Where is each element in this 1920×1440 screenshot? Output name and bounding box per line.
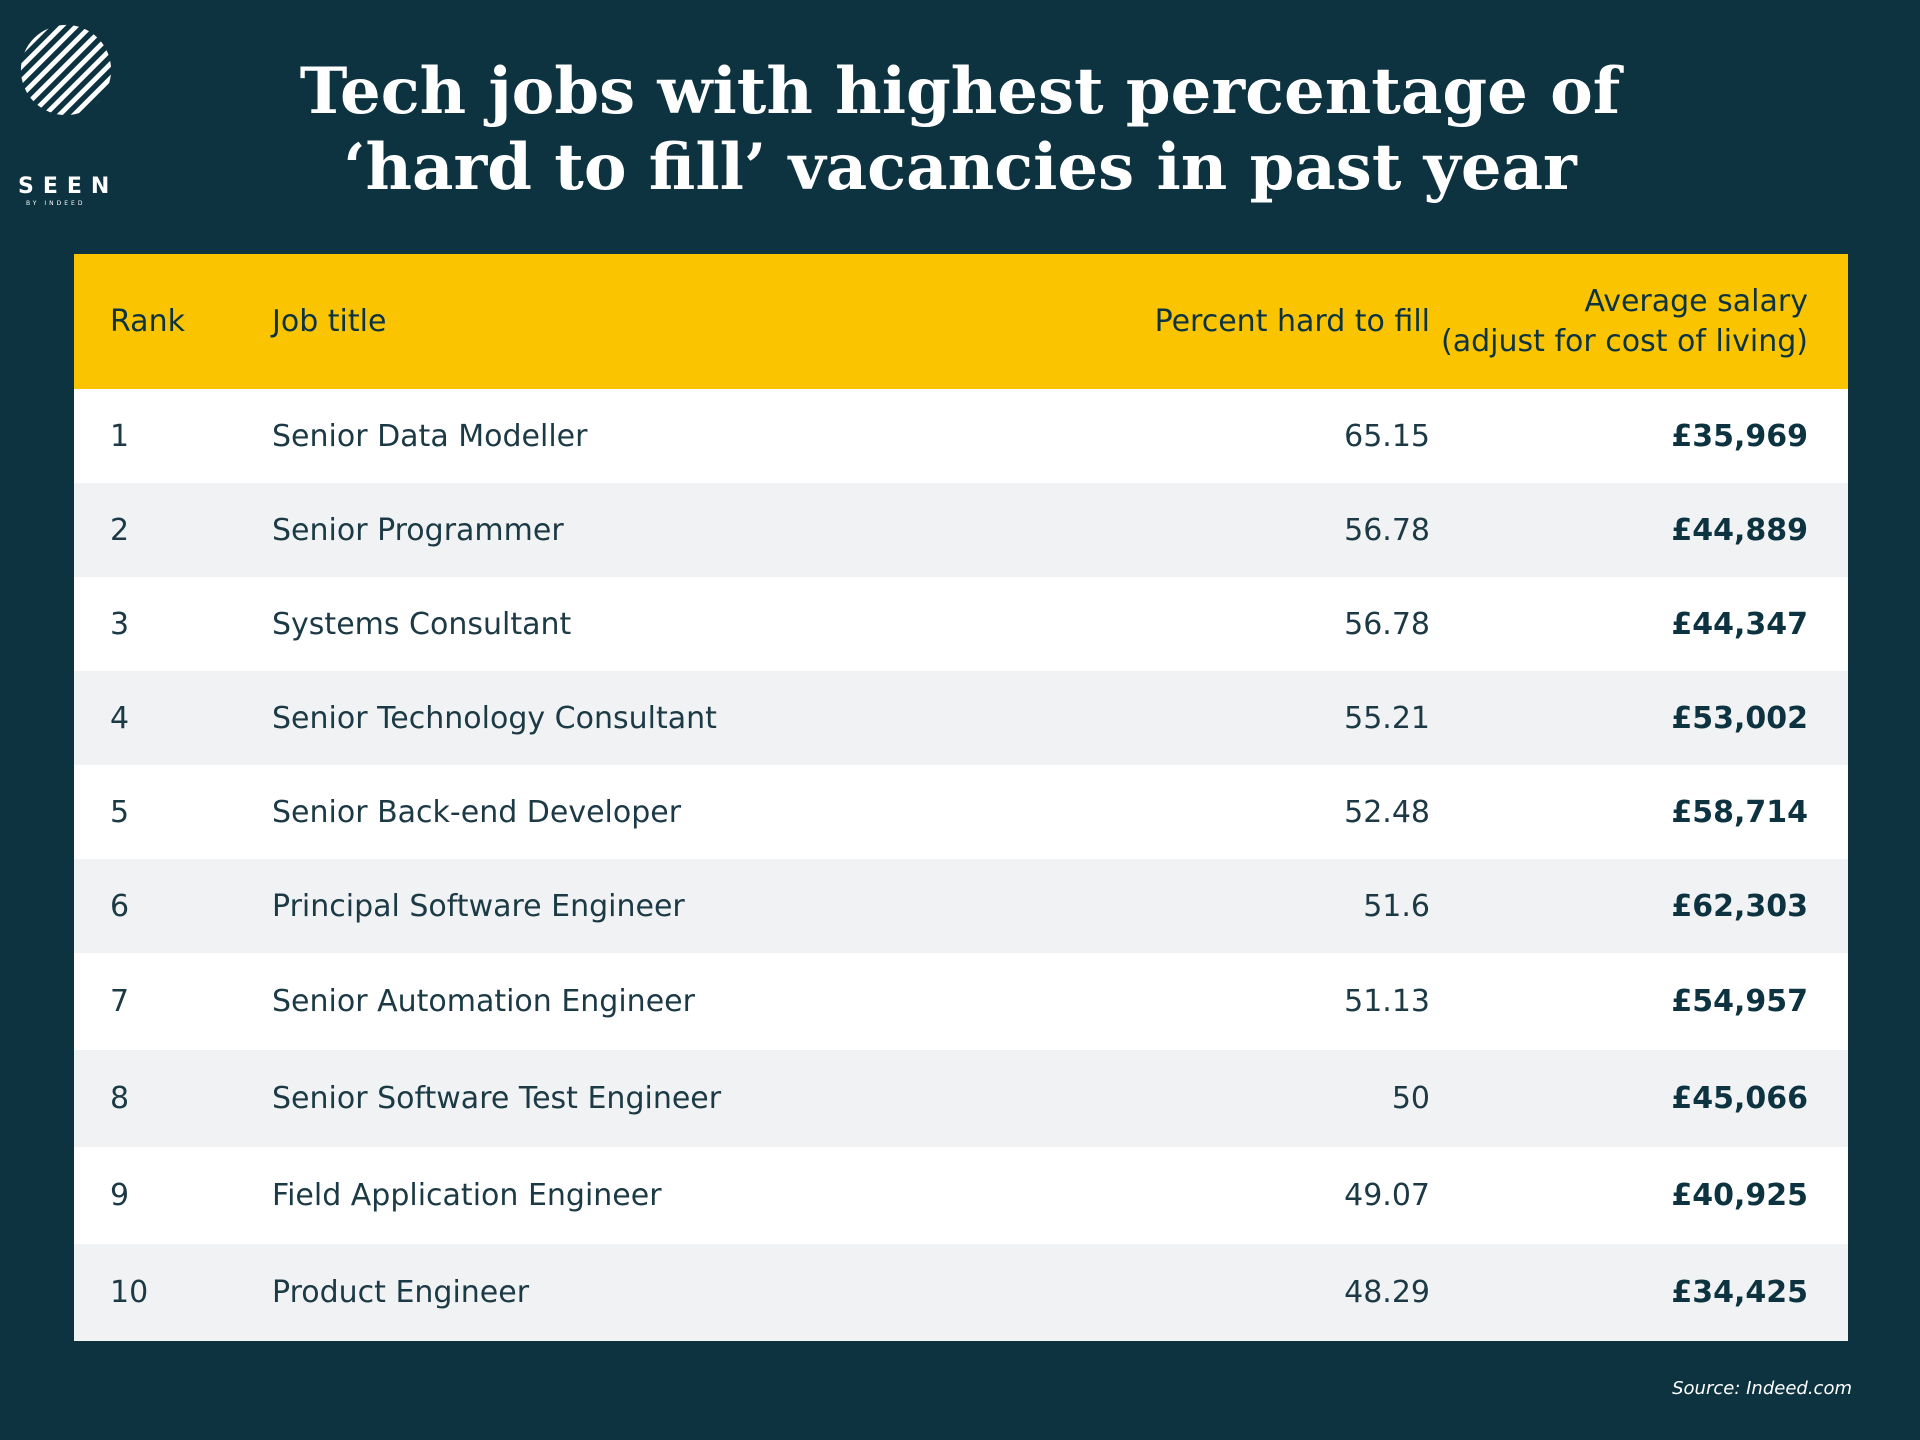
seen-logo-icon xyxy=(20,24,112,116)
cell-job-title: Principal Software Engineer xyxy=(272,888,685,924)
table-row: 9 Field Application Engineer 49.07 £40,9… xyxy=(74,1147,1848,1244)
cell-job-title: Senior Automation Engineer xyxy=(272,984,695,1019)
title-line-2: ‘hard to fill’ vacancies in past year xyxy=(343,130,1577,205)
cell-rank: 9 xyxy=(110,1178,130,1213)
table-row: 10 Product Engineer 48.29 £34,425 xyxy=(74,1244,1848,1341)
seen-logo: SEEN BY INDEED xyxy=(18,22,119,207)
cell-rank: 6 xyxy=(110,888,130,924)
cell-salary: £44,347 xyxy=(1671,606,1808,642)
cell-job-title: Senior Data Modeller xyxy=(272,418,588,454)
table-row: 7 Senior Automation Engineer 51.13 £54,9… xyxy=(74,953,1848,1050)
table-row: 4 Senior Technology Consultant 55.21 £53… xyxy=(74,671,1848,765)
cell-job-title: Senior Software Test Engineer xyxy=(272,1081,722,1116)
header-salary-line-2: (adjust for cost of living) xyxy=(1441,323,1808,359)
table-row: 3 Systems Consultant 56.78 £44,347 xyxy=(74,577,1848,671)
table-row: 8 Senior Software Test Engineer 50 £45,0… xyxy=(74,1050,1848,1147)
cell-percent: 51.13 xyxy=(1344,984,1430,1019)
table-header-row: Rank Job title Percent hard to fill Aver… xyxy=(74,254,1848,389)
cell-rank: 2 xyxy=(110,512,130,548)
cell-rank: 7 xyxy=(110,984,130,1019)
cell-salary: £44,889 xyxy=(1671,512,1808,548)
table-row: 5 Senior Back-end Developer 52.48 £58,71… xyxy=(74,765,1848,859)
cell-job-title: Senior Technology Consultant xyxy=(272,700,717,736)
cell-job-title: Field Application Engineer xyxy=(272,1178,662,1213)
cell-rank: 5 xyxy=(110,794,130,830)
cell-percent: 51.6 xyxy=(1363,888,1430,924)
header-job-title: Job title xyxy=(272,303,387,339)
logo-wordmark: SEEN xyxy=(18,174,119,199)
cell-salary: £34,425 xyxy=(1671,1275,1808,1310)
cell-salary: £40,925 xyxy=(1671,1178,1808,1213)
cell-percent: 49.07 xyxy=(1344,1178,1430,1213)
cell-percent: 50 xyxy=(1391,1081,1430,1116)
cell-percent: 52.48 xyxy=(1344,794,1430,830)
cell-rank: 1 xyxy=(110,418,130,454)
cell-salary: £35,969 xyxy=(1671,418,1808,454)
cell-percent: 48.29 xyxy=(1344,1275,1430,1310)
header-rank: Rank xyxy=(110,303,185,339)
source-note: Source: Indeed.com xyxy=(1672,1378,1852,1399)
cell-rank: 8 xyxy=(110,1081,130,1116)
cell-job-title: Senior Back-end Developer xyxy=(272,794,682,830)
header-percent: Percent hard to fill xyxy=(1154,303,1430,339)
header-salary: Average salary (adjust for cost of livin… xyxy=(1430,254,1848,389)
cell-job-title: Systems Consultant xyxy=(272,606,572,642)
page-title: Tech jobs with highest percentage of ‘ha… xyxy=(260,54,1660,206)
table-row: 1 Senior Data Modeller 65.15 £35,969 xyxy=(74,389,1848,483)
cell-percent: 55.21 xyxy=(1344,700,1430,736)
jobs-table-container: Rank Job title Percent hard to fill Aver… xyxy=(74,254,1848,1341)
cell-rank: 4 xyxy=(110,700,130,736)
cell-salary: £58,714 xyxy=(1671,794,1808,830)
cell-rank: 10 xyxy=(110,1275,149,1310)
jobs-table: Rank Job title Percent hard to fill Aver… xyxy=(74,254,1848,1341)
cell-rank: 3 xyxy=(110,606,130,642)
cell-salary: £45,066 xyxy=(1671,1081,1808,1116)
title-line-1: Tech jobs with highest percentage of xyxy=(299,54,1621,129)
cell-salary: £62,303 xyxy=(1671,888,1808,924)
table-row: 2 Senior Programmer 56.78 £44,889 xyxy=(74,483,1848,577)
cell-percent: 65.15 xyxy=(1344,418,1430,454)
cell-salary: £54,957 xyxy=(1671,984,1808,1019)
cell-percent: 56.78 xyxy=(1344,606,1430,642)
cell-job-title: Senior Programmer xyxy=(272,512,564,548)
logo-subtext: BY INDEED xyxy=(26,200,86,207)
header-salary-line-1: Average salary xyxy=(1584,283,1808,319)
cell-percent: 56.78 xyxy=(1344,512,1430,548)
cell-salary: £53,002 xyxy=(1671,700,1808,736)
cell-job-title: Product Engineer xyxy=(272,1275,530,1310)
table-row: 6 Principal Software Engineer 51.6 £62,3… xyxy=(74,859,1848,953)
